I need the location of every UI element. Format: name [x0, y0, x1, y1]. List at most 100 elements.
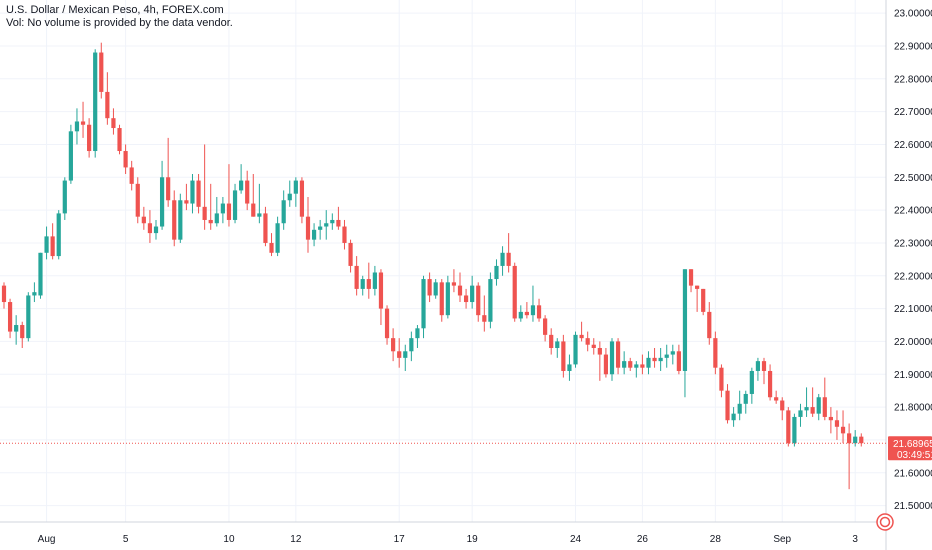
candle-body: [603, 354, 609, 375]
price-tick-label: 22.50000: [894, 173, 932, 184]
candle: [74, 108, 80, 145]
candle-body: [652, 357, 657, 362]
candle-body: [226, 203, 232, 220]
candle: [427, 272, 432, 303]
candle: [87, 118, 92, 158]
last-price-value: 21.68965: [893, 439, 932, 450]
candle-body: [184, 200, 189, 204]
candle-body: [123, 151, 128, 168]
candle: [445, 275, 450, 319]
candle-body: [792, 416, 797, 444]
candle-body: [74, 121, 80, 132]
candle: [439, 279, 444, 322]
trading-logo-icon[interactable]: [876, 513, 894, 531]
price-tick-label: 22.30000: [894, 238, 932, 249]
candle-body: [810, 407, 815, 414]
candle-body: [44, 236, 49, 253]
candle-body: [524, 311, 529, 316]
candle-body: [348, 242, 353, 266]
candle-body: [172, 200, 177, 240]
candle: [208, 183, 213, 230]
candle-body: [847, 433, 852, 444]
candle: [719, 364, 724, 398]
candle-body: [755, 361, 761, 371]
candle-body: [366, 279, 371, 289]
time-tick-label: 12: [290, 534, 302, 545]
candle: [731, 407, 736, 427]
candle: [804, 387, 809, 417]
candle: [330, 213, 335, 230]
candle-body: [549, 334, 554, 348]
candle-body: [403, 351, 408, 358]
candle: [299, 177, 305, 224]
candle-body: [561, 341, 566, 371]
candle: [573, 331, 578, 368]
candle-body: [360, 279, 365, 289]
candle-body: [153, 226, 159, 234]
candle: [561, 334, 566, 378]
candle: [652, 348, 657, 368]
candle: [512, 262, 517, 322]
candle: [615, 338, 621, 375]
candle-body: [354, 265, 359, 289]
candle-body: [293, 180, 298, 194]
candle: [62, 177, 67, 220]
candle-body: [725, 390, 730, 421]
candle: [275, 216, 280, 257]
volume-note: Vol: No volume is provided by the data v…: [6, 17, 233, 29]
candle: [488, 272, 493, 329]
candle-body: [409, 338, 414, 352]
candle-body: [658, 357, 663, 362]
candle: [859, 433, 864, 447]
price-tick-label: 22.70000: [894, 107, 932, 118]
candle-body: [87, 124, 92, 152]
candle: [56, 210, 61, 260]
candle-body: [232, 190, 238, 220]
price-tick-label: 22.90000: [894, 41, 932, 52]
candle-body: [330, 219, 335, 224]
candle-body: [731, 413, 736, 421]
candle-body: [767, 370, 773, 398]
candle: [166, 137, 171, 207]
candle-body: [585, 338, 590, 345]
candle: [670, 344, 675, 365]
candle-body: [646, 357, 651, 368]
time-axis[interactable]: Aug 5 10 12 17 19 24 26 28 Sep 3: [38, 534, 859, 545]
candle: [628, 357, 633, 371]
candle: [7, 298, 13, 339]
candle-body: [780, 400, 785, 411]
candle: [391, 328, 396, 362]
candle-body: [476, 285, 481, 316]
candle-body: [664, 354, 669, 358]
candle-body: [80, 121, 86, 125]
candle: [38, 252, 43, 299]
candle: [816, 393, 821, 421]
candle-body: [834, 420, 840, 427]
candle-body: [622, 361, 627, 368]
candle-body: [117, 128, 122, 152]
candle-body: [470, 285, 475, 303]
candle: [415, 325, 420, 348]
candle-body: [202, 206, 207, 220]
time-tick-label: 3: [852, 534, 858, 545]
candle-body: [676, 351, 681, 371]
candle-body: [135, 183, 140, 217]
time-tick-label: 10: [223, 534, 235, 545]
candle-body: [421, 279, 426, 329]
candle-body: [111, 118, 116, 129]
candle-body: [615, 341, 621, 368]
candle: [226, 164, 232, 227]
candle: [640, 354, 645, 375]
candle: [543, 315, 548, 342]
candle: [324, 210, 329, 240]
candle-body: [245, 180, 250, 204]
candle: [840, 410, 846, 444]
candle-body: [512, 265, 517, 319]
candle: [609, 338, 615, 381]
candle: [676, 344, 681, 375]
price-tick-label: 21.50000: [894, 501, 932, 512]
candle: [810, 387, 815, 417]
candle-body: [7, 302, 13, 332]
candle: [603, 348, 609, 378]
